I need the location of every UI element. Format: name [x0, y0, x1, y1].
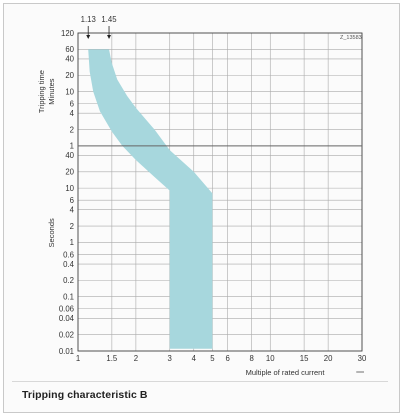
marker-arrow-head [86, 35, 91, 39]
y-tick-label-seconds: 0.6 [63, 250, 74, 259]
x-tick-label: 4 [192, 354, 197, 363]
y-tick-label-minutes: 10 [65, 87, 74, 96]
y-tick-label-seconds: 0.4 [63, 260, 75, 269]
y-tick-label-minutes: 20 [65, 71, 74, 80]
y-tick-label-seconds: 10 [65, 184, 74, 193]
y-tick-label-seconds: 2 [70, 222, 74, 231]
y-tick-label-seconds: 6 [70, 196, 74, 205]
x-axis-label: Multiple of rated current [246, 368, 326, 377]
plot-border [77, 32, 363, 352]
y-tick-label-seconds: 0.02 [59, 330, 74, 339]
x-tick-label: 1.5 [106, 354, 118, 363]
x-tick-label: 20 [324, 354, 333, 363]
y-tick-label-seconds: 0.06 [59, 305, 74, 314]
y-tick-label-minutes: 40 [65, 55, 74, 64]
x-tick-label: 30 [358, 354, 367, 363]
y-tick-label-seconds: 4 [70, 206, 75, 215]
x-tick-label: 1 [76, 354, 80, 363]
chart-axes [77, 32, 364, 373]
x-tick-labels: 1 1.5 2 3 4 5 6 8 10 15 20 30 [76, 354, 367, 363]
y-tick-label-seconds: 1 [70, 238, 74, 247]
y-tick-label-minutes: 4 [70, 109, 75, 118]
y-tick-label-minutes: 120 [61, 29, 75, 38]
marker-label: 1.45 [101, 15, 117, 24]
y-tick-labels-seconds: 40 20 10 64 2 1 0.60.4 0.2 0.1 0.060.04 0.02 0.01 [59, 151, 75, 356]
x-tick-label: 5 [210, 354, 215, 363]
y-tick-label-minutes: 2 [70, 125, 74, 134]
x-tick-label: 2 [134, 354, 138, 363]
y-tick-label-seconds: 40 [65, 151, 74, 160]
threshold-markers: 1.13 1.45 [81, 15, 117, 39]
tripping-band [88, 49, 213, 349]
y-axis-label-seconds: Seconds [47, 218, 56, 247]
y-tick-label-seconds: 0.04 [59, 314, 75, 323]
y-tick-label-seconds: 0.2 [63, 276, 74, 285]
x-tick-label: 3 [168, 354, 172, 363]
y-tick-label-seconds: 20 [65, 168, 74, 177]
y-tick-label-minutes: 6 [70, 99, 74, 108]
chart-grid [77, 32, 363, 352]
marker-label: 1.13 [81, 15, 96, 24]
y-axis-label-minutes: Minutes [47, 78, 56, 105]
x-tick-label: 15 [300, 354, 309, 363]
chart-title: Tripping characteristic B [22, 389, 148, 401]
y-axis-label-tripping-time: Tripping time [37, 70, 46, 113]
marker-arrow-head [107, 35, 112, 39]
y-tick-label-minutes: 1 [70, 142, 74, 151]
caption-divider [12, 381, 388, 382]
x-tick-label: 6 [225, 354, 229, 363]
x-tick-label: 10 [266, 354, 275, 363]
y-tick-label-minutes: 60 [65, 45, 74, 54]
y-tick-label-seconds: 0.1 [63, 293, 74, 302]
figure-id-label: Z_13583 [340, 35, 362, 41]
x-tick-label: 8 [249, 354, 253, 363]
y-tick-label-seconds: 0.01 [59, 347, 74, 356]
